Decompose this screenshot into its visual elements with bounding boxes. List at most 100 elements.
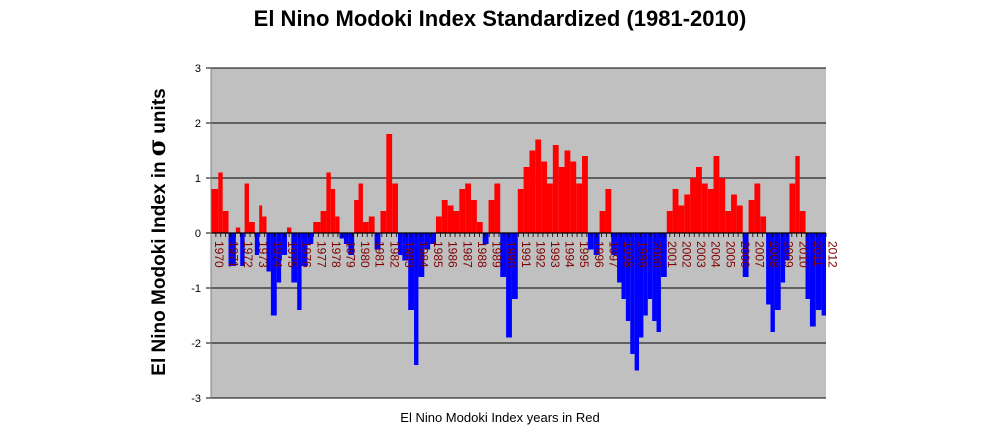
bar bbox=[582, 156, 588, 233]
bar bbox=[625, 233, 631, 321]
chart-title: El Nino Modoki Index Standardized (1981-… bbox=[253, 6, 747, 31]
bar bbox=[647, 233, 653, 299]
bar bbox=[397, 233, 403, 255]
bar bbox=[815, 233, 822, 310]
bar bbox=[320, 211, 327, 233]
year-label: 2006 bbox=[738, 241, 752, 268]
bar bbox=[701, 183, 708, 233]
year-label: 2004 bbox=[709, 241, 723, 268]
bar bbox=[459, 189, 466, 233]
bar bbox=[291, 233, 298, 283]
y-tick-label: 0 bbox=[195, 228, 201, 240]
bar bbox=[430, 233, 436, 244]
bar bbox=[408, 233, 415, 310]
bar bbox=[684, 194, 691, 233]
bar bbox=[523, 167, 530, 233]
bar bbox=[465, 183, 472, 233]
bar bbox=[313, 222, 321, 233]
year-label: 1997 bbox=[606, 241, 620, 268]
bar bbox=[386, 134, 393, 233]
bar bbox=[736, 205, 743, 233]
bar bbox=[546, 183, 553, 233]
bar bbox=[809, 233, 816, 327]
bar bbox=[447, 205, 454, 233]
bar bbox=[248, 222, 255, 233]
year-label: 1974 bbox=[270, 241, 284, 268]
year-label: 1990 bbox=[504, 241, 518, 268]
year-label: 1982 bbox=[387, 241, 401, 268]
bar bbox=[770, 233, 775, 332]
bar bbox=[780, 233, 786, 283]
bar bbox=[541, 161, 547, 233]
year-label: 2000 bbox=[650, 241, 664, 268]
bar bbox=[348, 233, 355, 255]
bar bbox=[218, 172, 223, 233]
year-label: 2005 bbox=[723, 241, 737, 268]
bar bbox=[453, 211, 460, 233]
bar bbox=[774, 233, 781, 310]
bar bbox=[441, 200, 448, 233]
bar bbox=[719, 178, 726, 233]
bar bbox=[599, 211, 606, 233]
bar bbox=[725, 211, 732, 233]
bar bbox=[511, 233, 518, 299]
bar bbox=[742, 233, 749, 277]
bar bbox=[506, 233, 512, 338]
bar bbox=[244, 183, 249, 233]
year-label: 1986 bbox=[446, 241, 460, 268]
year-label: 1984 bbox=[417, 241, 431, 268]
bar bbox=[471, 200, 477, 233]
year-label: 1973 bbox=[256, 241, 270, 268]
year-label: 2009 bbox=[782, 241, 796, 268]
bar bbox=[695, 167, 702, 233]
bar bbox=[713, 156, 720, 233]
year-label: 1978 bbox=[329, 241, 343, 268]
year-label: 1992 bbox=[533, 241, 547, 268]
bar bbox=[785, 233, 790, 261]
y-ticks: 3 2 1 0 -1 -2 -3 bbox=[191, 63, 212, 405]
bar bbox=[630, 233, 635, 354]
bar bbox=[617, 233, 622, 283]
bar bbox=[660, 233, 667, 277]
bar bbox=[494, 183, 501, 233]
year-label: 1987 bbox=[460, 241, 474, 268]
bar bbox=[821, 233, 826, 316]
year-label: 1981 bbox=[373, 241, 387, 268]
bar bbox=[476, 222, 483, 233]
bar bbox=[222, 211, 229, 233]
bar bbox=[482, 233, 489, 244]
year-label: 2011 bbox=[811, 241, 825, 267]
year-label: 2007 bbox=[752, 241, 766, 268]
bar bbox=[690, 178, 696, 233]
bar bbox=[570, 161, 577, 233]
bar bbox=[517, 189, 524, 233]
year-label: 1991 bbox=[519, 241, 533, 268]
bar bbox=[418, 233, 425, 277]
bar bbox=[235, 227, 241, 233]
bar bbox=[424, 233, 431, 250]
year-label: 1995 bbox=[577, 241, 591, 268]
year-label: 1972 bbox=[241, 241, 255, 268]
bar bbox=[362, 222, 369, 233]
bar bbox=[789, 183, 796, 233]
bar bbox=[678, 205, 685, 233]
bar bbox=[558, 167, 565, 233]
zero-axis bbox=[210, 232, 827, 237]
bar bbox=[639, 233, 644, 338]
year-labels: 1970 1971 1972 1973 1974 1975 1976 1977 1978 1979… bbox=[212, 241, 840, 268]
bar bbox=[576, 183, 583, 233]
bar bbox=[211, 189, 219, 233]
bar bbox=[254, 233, 260, 255]
bar bbox=[760, 216, 767, 233]
bar bbox=[330, 189, 336, 233]
bar bbox=[535, 139, 542, 233]
bar bbox=[643, 233, 648, 316]
bar bbox=[343, 233, 349, 244]
bar bbox=[799, 211, 806, 233]
bar bbox=[380, 211, 387, 233]
year-label: 1976 bbox=[300, 241, 314, 268]
bar bbox=[358, 183, 363, 233]
bar bbox=[435, 216, 442, 233]
bar bbox=[564, 150, 571, 233]
bar bbox=[656, 233, 661, 332]
